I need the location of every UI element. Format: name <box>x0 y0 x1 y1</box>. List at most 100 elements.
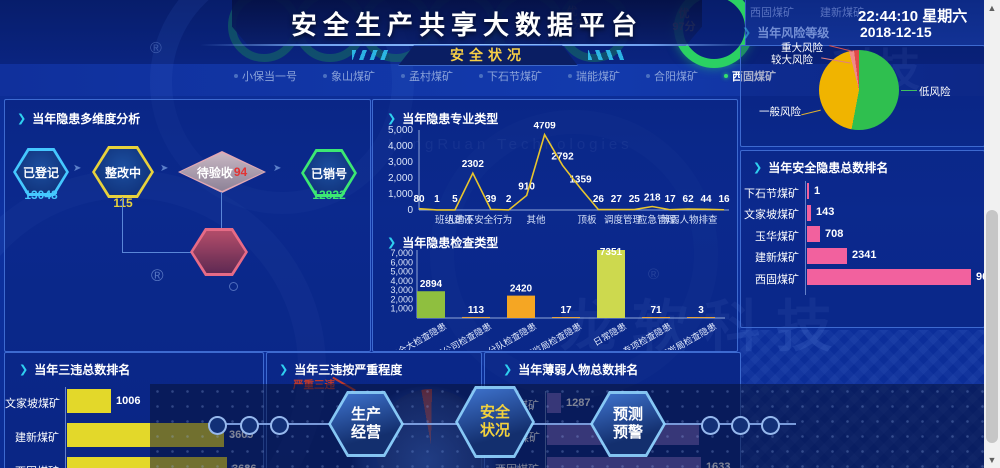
svg-text:2: 2 <box>506 194 512 205</box>
svg-text:80: 80 <box>413 194 425 205</box>
svg-text:4,000: 4,000 <box>388 141 413 152</box>
banner-deco-left <box>352 50 388 60</box>
pie-label-low-risk: 低风险 <box>919 86 951 98</box>
mine-tab[interactable]: 象山煤矿 <box>323 68 375 84</box>
flow-arrow-icon: ➤ <box>273 163 282 174</box>
flow-node-rectifying-value: 115 <box>92 196 154 210</box>
rank-row-label: 西固煤矿 <box>5 463 59 468</box>
decor-dot <box>229 282 238 291</box>
nav-tab-prediction[interactable]: 预测预警 <box>590 391 666 457</box>
pie-callout-line <box>901 90 917 91</box>
panel-middle-charts: 当年隐患专业类型 01,0002,0003,0004,0005,00080152… <box>372 99 738 352</box>
ghost-mine-label: 建新煤矿 <box>820 7 864 19</box>
svg-text:71: 71 <box>650 305 662 316</box>
rank-row-bar <box>807 204 811 221</box>
svg-text:专项检查隐患: 专项检查隐患 <box>621 320 673 350</box>
svg-text:7,000: 7,000 <box>390 248 413 258</box>
danger-rank-bars: 下石节煤矿 1 文家坡煤矿 143 玉华煤矿 708 建新煤矿 2341 西固煤矿 96 <box>741 151 988 327</box>
tab-dot-icon <box>568 74 572 78</box>
rank-row-bar <box>67 457 227 468</box>
svg-text:班组建设: 班组建设 <box>435 214 474 226</box>
clock-date: 2018-12-15 <box>860 24 932 40</box>
flow-arrow-icon: ➤ <box>160 163 169 174</box>
svg-text:2792: 2792 <box>551 151 574 162</box>
svg-text:1,000: 1,000 <box>390 304 413 314</box>
mine-tab[interactable]: 西固煤矿 <box>724 68 776 84</box>
registered-mark-watermark: ® <box>151 266 164 285</box>
svg-text:1: 1 <box>434 194 440 205</box>
axis-line <box>65 387 66 468</box>
flow-connector <box>122 197 123 253</box>
svg-text:7351: 7351 <box>600 247 623 258</box>
panel-title: 当年安全隐患总数排名 <box>753 159 888 176</box>
mine-tab[interactable]: 瑞能煤矿 <box>568 68 620 84</box>
risk-level-pie-chart <box>819 50 899 130</box>
pie-label-major-risk: 重大风险 <box>781 42 823 54</box>
pie-callout-line <box>801 109 821 116</box>
svg-text:0: 0 <box>407 205 413 216</box>
rank-row-value: 143 <box>816 206 835 218</box>
nav-node-circle <box>208 416 227 435</box>
pie-callout-line <box>829 45 853 52</box>
banner-deco-right <box>588 50 624 60</box>
svg-text:39: 39 <box>485 194 497 205</box>
svg-text:薄弱人物排查: 薄弱人物排查 <box>660 214 718 226</box>
rank-row-value: 708 <box>825 227 844 240</box>
rank-row-bar <box>67 389 111 413</box>
rank-row-bar <box>807 269 971 285</box>
panel-title: 当年薄弱人物总数排名 <box>503 361 638 378</box>
scrollbar-up-icon[interactable]: ▲ <box>984 0 1000 16</box>
clock-time: 22:44:10 星期六 <box>858 8 968 25</box>
mine-tab[interactable]: 孟村煤矿 <box>401 68 453 84</box>
tab-dot-icon <box>646 74 650 78</box>
svg-text:2,000: 2,000 <box>390 294 413 304</box>
nav-overlay-band <box>150 384 984 468</box>
svg-text:17: 17 <box>560 305 572 316</box>
svg-text:113: 113 <box>468 305 485 316</box>
svg-text:62: 62 <box>683 194 695 205</box>
svg-text:27: 27 <box>611 194 623 205</box>
scrollbar-down-icon[interactable]: ▼ <box>984 452 1000 468</box>
pie-label-general-risk: 一般风险 <box>759 106 801 118</box>
svg-text:5,000: 5,000 <box>388 125 413 136</box>
nav-node-circle <box>761 416 780 435</box>
rank-row-value: 2341 <box>852 249 877 261</box>
svg-text:17: 17 <box>665 194 677 205</box>
rank-row-label: 建新煤矿 <box>755 252 799 264</box>
flow-node-closed-value: 12822 <box>312 188 346 202</box>
svg-text:1359: 1359 <box>569 174 592 185</box>
svg-text:2420: 2420 <box>510 284 533 295</box>
mine-tab[interactable]: 下石节煤矿 <box>479 68 542 84</box>
rank-row-value: 1 <box>814 184 821 197</box>
svg-text:3,000: 3,000 <box>388 157 413 168</box>
svg-text:3,000: 3,000 <box>390 285 413 295</box>
mine-tab-bar: 小保当一号 象山煤矿 孟村煤矿 下石节煤矿 瑞能煤矿 合阳煤矿 西固煤矿 <box>234 66 776 86</box>
svg-text:应急管理: 应急管理 <box>638 214 677 226</box>
mine-tab[interactable]: 小保当一号 <box>234 68 297 84</box>
panel-risk-level: 重大风险 较大风险 一般风险 低风险 <box>740 42 985 147</box>
rank-row-label: 下石节煤矿 <box>744 187 799 200</box>
tab-dot-icon <box>724 74 728 78</box>
rank-row-bar <box>807 226 820 242</box>
nav-node-circle <box>270 416 289 435</box>
flow-connector <box>221 192 222 230</box>
flow-node-rectifying: 整改中 <box>92 146 154 198</box>
svg-text:4,000: 4,000 <box>390 276 413 286</box>
svg-text:其他: 其他 <box>526 214 546 226</box>
tab-dot-icon <box>479 74 483 78</box>
scrollbar-thumb[interactable] <box>986 210 998 443</box>
app-title: 安全生产共享大数据平台 <box>290 10 643 40</box>
panel-title-professional-type: 当年隐患专业类型 <box>387 110 498 127</box>
svg-text:3: 3 <box>698 305 704 316</box>
svg-text:25: 25 <box>629 194 641 205</box>
mine-tab[interactable]: 合阳煤矿 <box>646 68 698 84</box>
rank-row-label: 建新煤矿 <box>15 431 59 444</box>
flow-node-pending-acceptance: 待验收 94 <box>178 151 266 193</box>
svg-text:2,000: 2,000 <box>388 173 413 184</box>
svg-text:910: 910 <box>518 181 535 192</box>
svg-text:调度管理: 调度管理 <box>604 214 643 226</box>
app-title-banner: 安全生产共享大数据平台 <box>232 0 702 46</box>
panel-title: 当年隐患多维度分析 <box>17 110 140 127</box>
rank-row-label: 西固煤矿 <box>755 273 799 286</box>
